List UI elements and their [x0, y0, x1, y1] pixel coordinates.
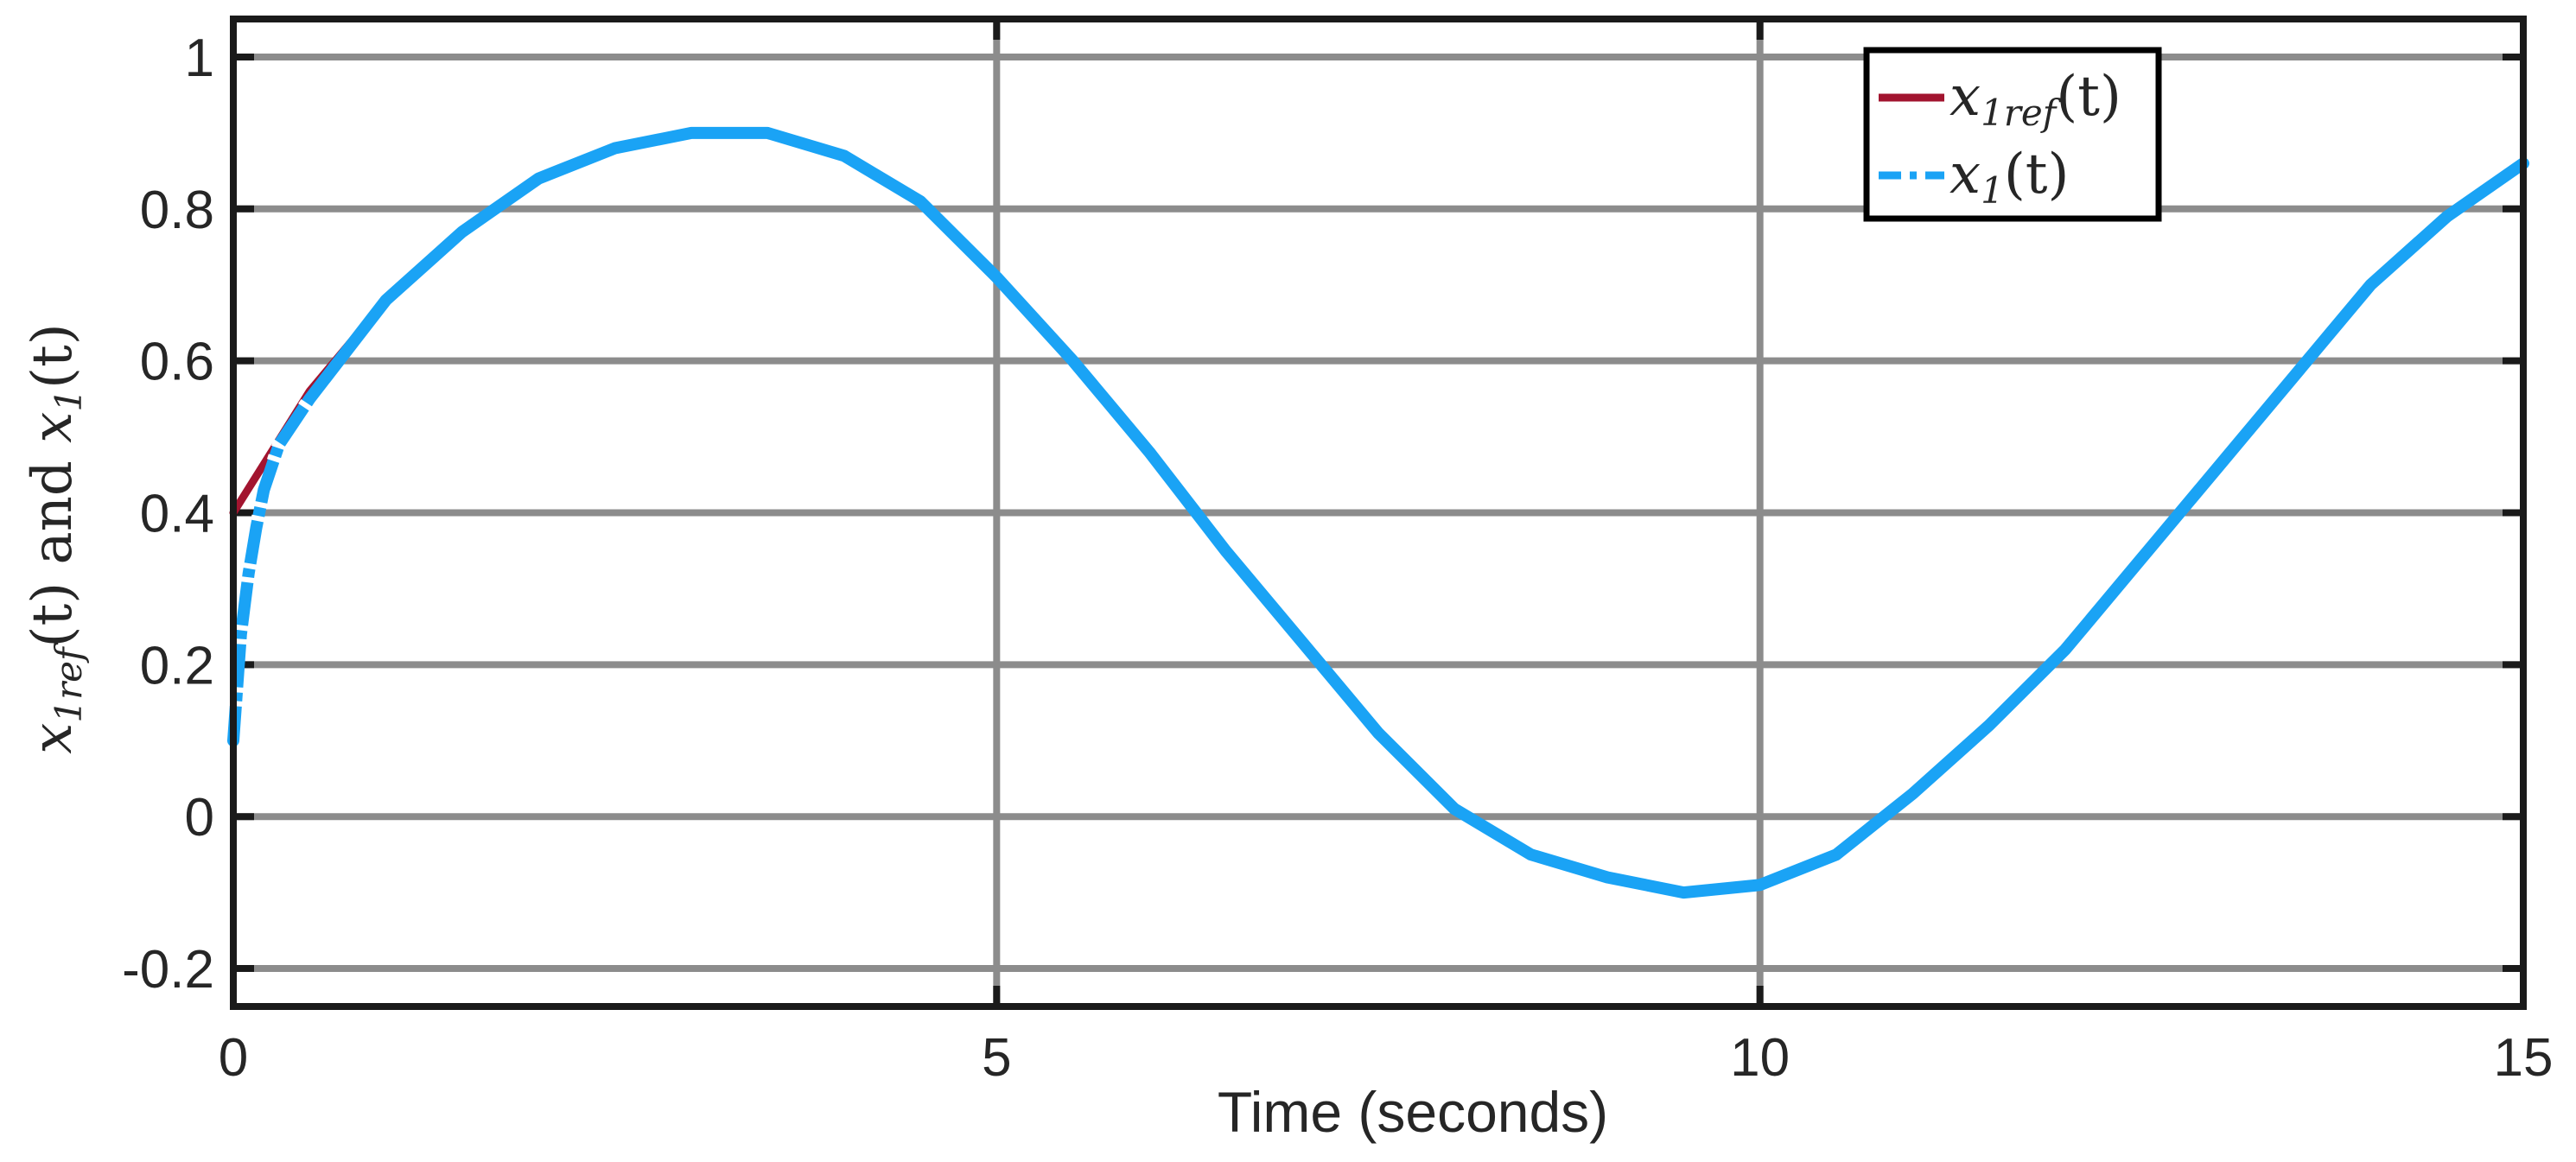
- y-tick-label: 0: [185, 788, 214, 848]
- y-axis-title: x1ref(t) and x1(t): [21, 323, 90, 753]
- plot-frame: [230, 16, 2527, 1010]
- series-line-x1: [227, 126, 2529, 899]
- legend-box: [1863, 47, 2162, 222]
- svg-text:x1ref(t) and x1(t): x1ref(t) and x1(t): [21, 323, 90, 753]
- y-tick-label: 0.4: [140, 485, 214, 544]
- legend-label-x1ref: x1ref(t): [1949, 65, 2121, 134]
- y-title-x1-arg: (t): [21, 323, 85, 389]
- y-tick-labels: -0.2 0 0.2 0.4 0.6 0.8 1: [122, 29, 214, 1000]
- y-title-x1ref-arg: (t): [21, 582, 85, 648]
- x-axis-title: Time (seconds): [1218, 1080, 1608, 1144]
- legend-entry-x1: x1(t): [1879, 143, 2069, 212]
- y-tick-label: 1: [185, 29, 214, 88]
- y-tick-label: 0.2: [140, 636, 214, 695]
- series-layer: [226, 126, 2529, 899]
- y-title-x1: x: [21, 412, 85, 443]
- y-tick-label: 0.8: [140, 181, 214, 240]
- legend-label-x1: x1(t): [1949, 143, 2069, 212]
- y-tick-label: 0.6: [140, 333, 214, 392]
- x-tick-label: 10: [1730, 1028, 1790, 1088]
- y-title-and: and: [21, 443, 85, 582]
- x-tick-label: 5: [982, 1028, 1011, 1088]
- legend: x1ref(t) x1(t): [1863, 47, 2162, 222]
- x-tick-label: 15: [2494, 1028, 2554, 1088]
- y-title-x1-sub: 1: [48, 389, 90, 412]
- y-title-x1ref-sub: 1ref: [48, 642, 90, 723]
- y-tick-label: -0.2: [122, 940, 214, 1000]
- y-title-x1ref: x: [21, 723, 85, 754]
- legend-entry-x1ref: x1ref(t): [1879, 65, 2121, 134]
- x-tick-labels: 0 5 10 15: [219, 1028, 2554, 1088]
- x-tick-label: 0: [219, 1028, 248, 1088]
